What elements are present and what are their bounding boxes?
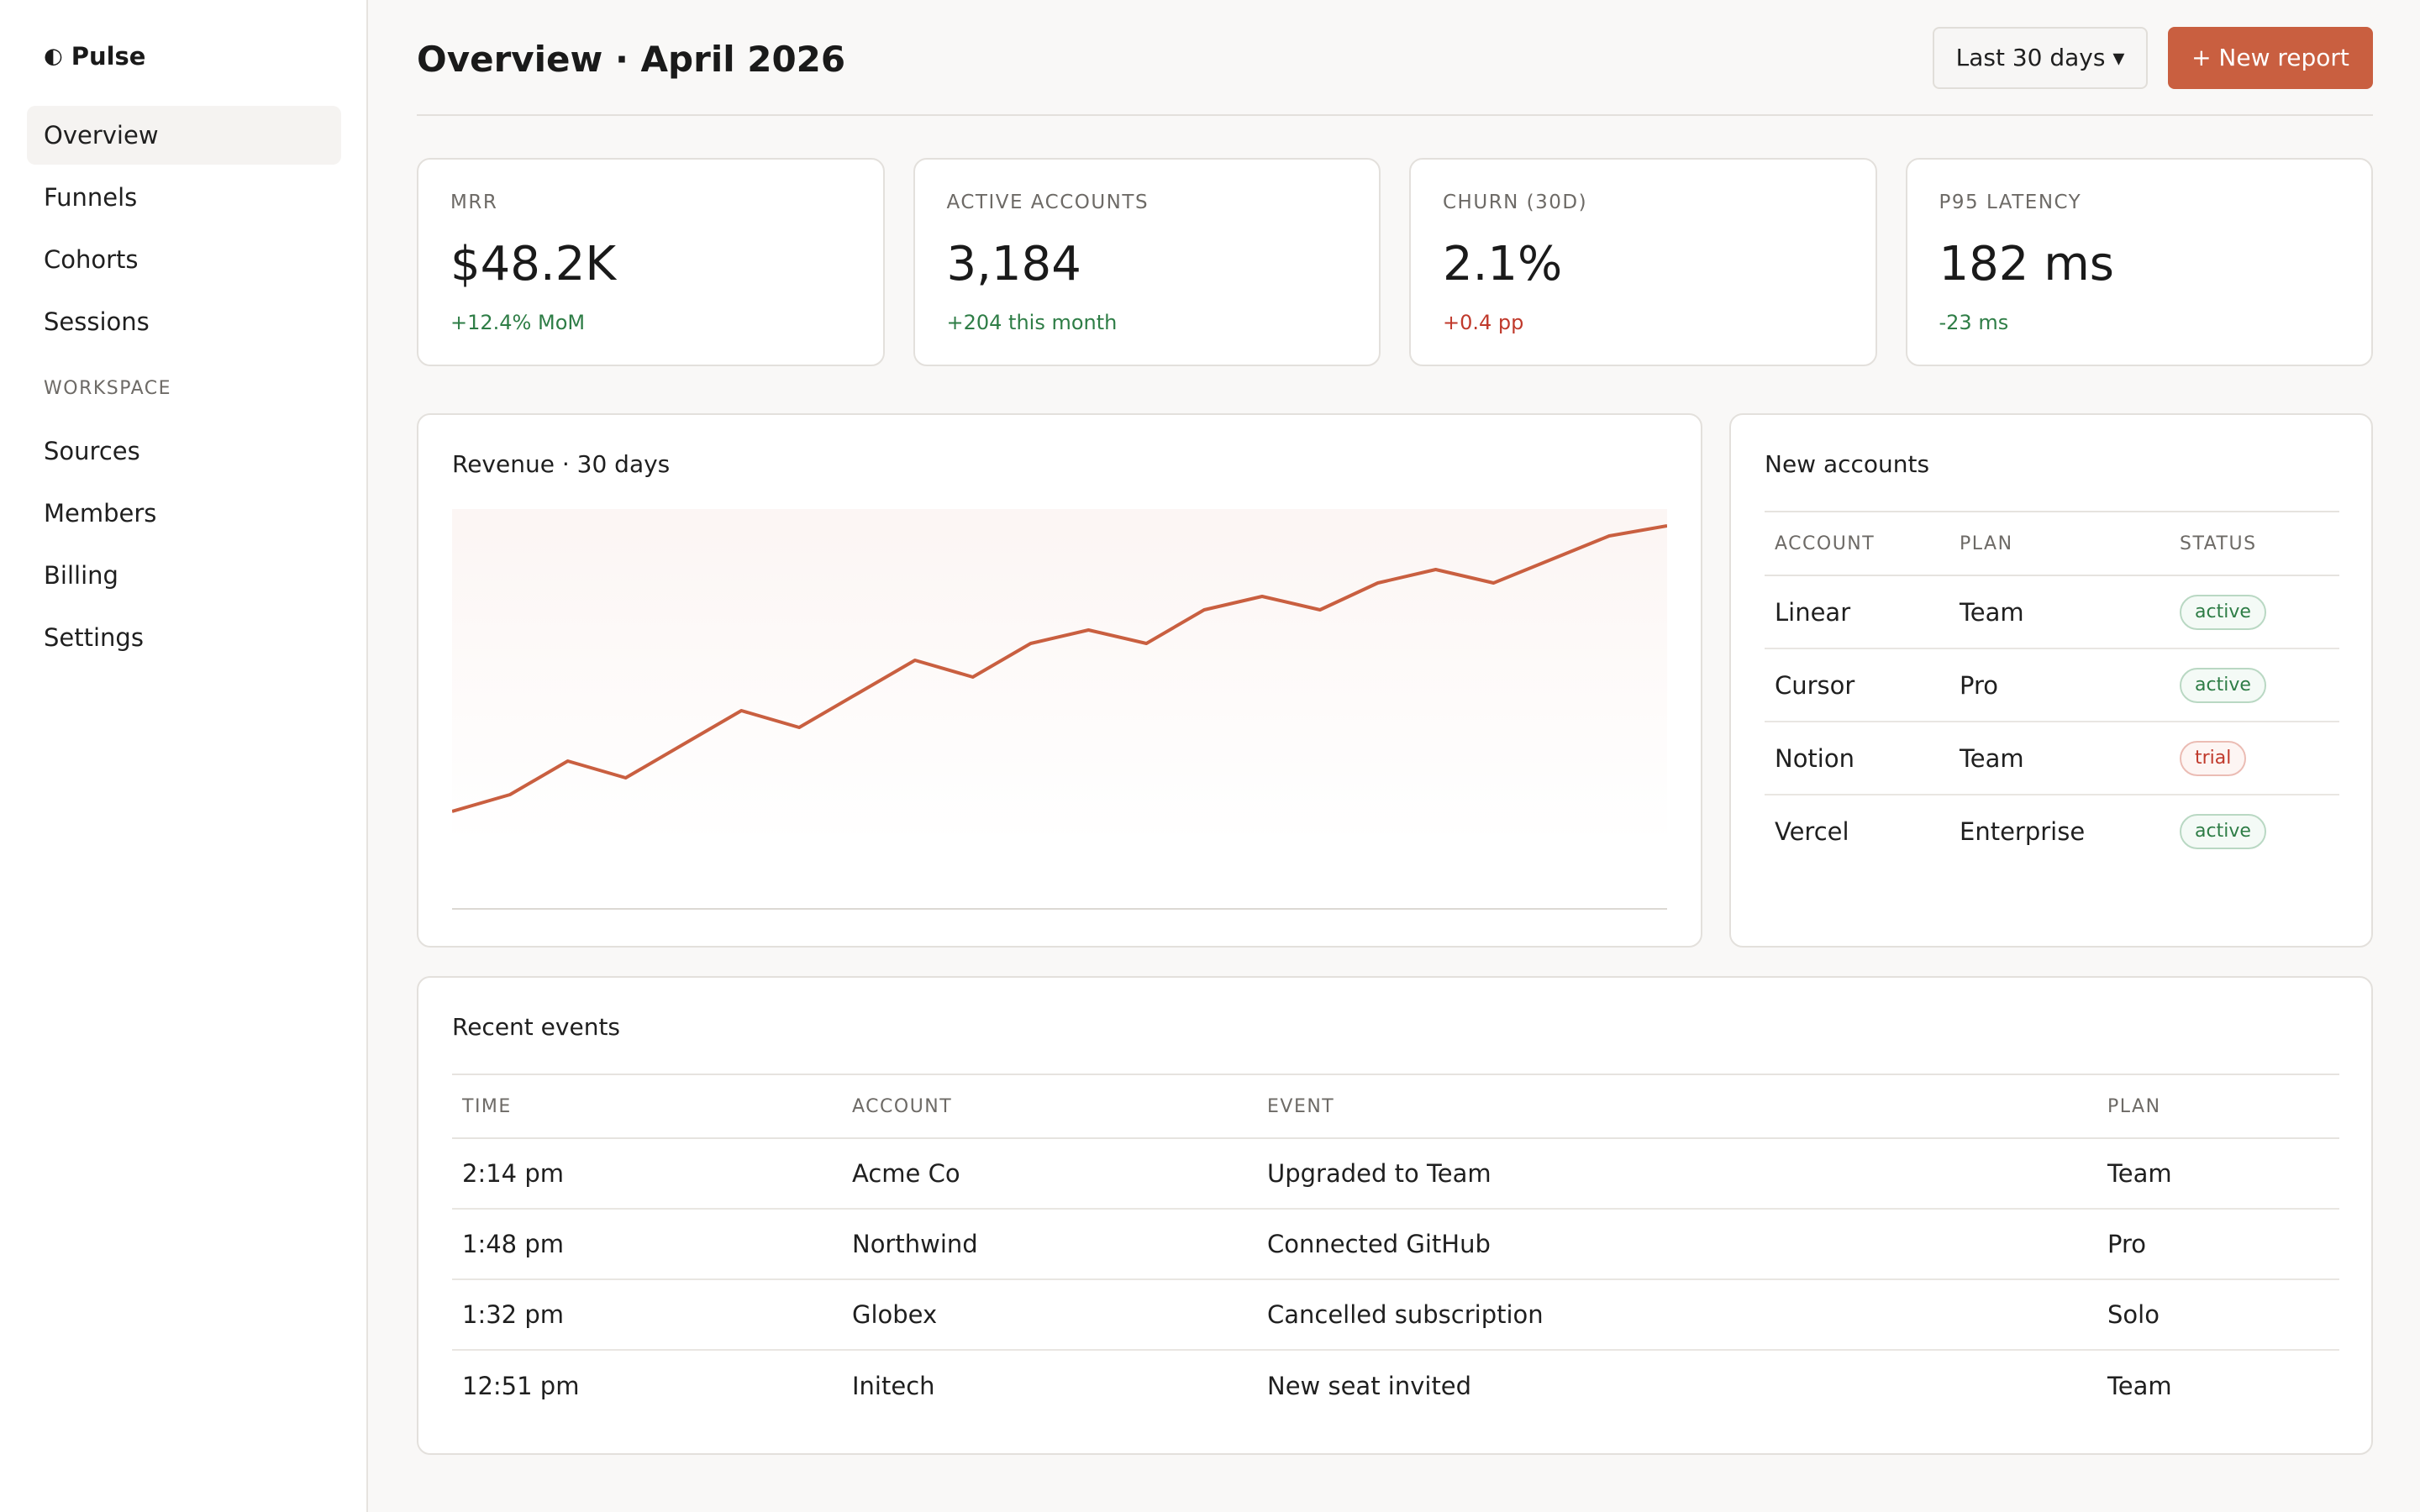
account-plan: Team bbox=[1949, 575, 2170, 649]
sidebar-item-cohorts[interactable]: Cohorts bbox=[44, 245, 139, 274]
kpi-delta: +12.4% MoM bbox=[450, 311, 586, 334]
kpi-delta: +0.4 pp bbox=[1443, 311, 1524, 334]
sidebar-section-workspace: WORKSPACE bbox=[44, 378, 172, 399]
table-row[interactable]: 12:51 pm Initech New seat invited Team bbox=[452, 1350, 2339, 1420]
date-range-dropdown[interactable]: Last 30 days ▾ bbox=[1933, 27, 2148, 89]
table-row[interactable]: Cursor Pro active bbox=[1765, 648, 2339, 722]
table-row[interactable]: Linear Team active bbox=[1765, 575, 2339, 649]
kpi-card-mrr: MRR $48.2K +12.4% MoM bbox=[417, 158, 885, 366]
new-accounts-card: New accounts ACCOUNT PLAN STATUS Linear … bbox=[1729, 413, 2373, 948]
new-report-button[interactable]: + New report bbox=[2168, 27, 2373, 89]
brand-name: Pulse bbox=[71, 42, 146, 71]
kpi-label: CHURN (30D) bbox=[1443, 192, 1588, 213]
account-plan: Enterprise bbox=[1960, 817, 2086, 846]
table-row[interactable]: 2:14 pm Acme Co Upgraded to Team Team bbox=[452, 1138, 2339, 1210]
table-row[interactable]: 1:32 pm Globex Cancelled subscription So… bbox=[452, 1279, 2339, 1351]
kpi-card-churn: CHURN (30D) 2.1% +0.4 pp bbox=[1409, 158, 1877, 366]
event-description: Connected GitHub bbox=[1257, 1209, 2097, 1280]
kpi-value: 2.1% bbox=[1443, 237, 1563, 291]
column-header-account: ACCOUNT bbox=[1765, 511, 1949, 576]
page-title: Overview · April 2026 bbox=[417, 39, 846, 80]
account-name: Linear bbox=[1765, 575, 1949, 649]
event-account: Initech bbox=[852, 1371, 935, 1400]
kpi-delta: -23 ms bbox=[1939, 311, 2009, 334]
event-account: Acme Co bbox=[842, 1138, 1257, 1210]
kpi-card-p95-latency: P95 LATENCY 182 ms -23 ms bbox=[1905, 158, 2373, 366]
event-account: Globex bbox=[842, 1279, 1257, 1351]
table-row[interactable]: 1:48 pm Northwind Connected GitHub Pro bbox=[452, 1209, 2339, 1280]
column-header-status: STATUS bbox=[2170, 511, 2339, 576]
status-badge: active bbox=[2180, 814, 2266, 849]
kpi-value: 182 ms bbox=[1939, 237, 2114, 291]
sidebar-nav: Overview Funnels Cohorts Sessions WORKSP… bbox=[27, 106, 341, 670]
sidebar-item-sources[interactable]: Sources bbox=[44, 437, 140, 465]
kpi-row: MRR $48.2K +12.4% MoM ACTIVE ACCOUNTS 3,… bbox=[417, 158, 2373, 366]
recent-events-table: TIME ACCOUNT EVENT PLAN 2:14 pm Acme Co … bbox=[452, 1074, 2339, 1420]
sidebar-item-settings[interactable]: Settings bbox=[44, 623, 144, 652]
account-plan: Team bbox=[1949, 722, 2170, 795]
brand-logo[interactable]: ◐ Pulse bbox=[44, 42, 145, 71]
kpi-delta: +204 this month bbox=[946, 311, 1118, 334]
table-header-row: ACCOUNT PLAN STATUS bbox=[1765, 511, 2339, 576]
table-row[interactable]: Vercel Enterprise active bbox=[1765, 795, 2339, 868]
sidebar-item-funnels[interactable]: Funnels bbox=[44, 183, 138, 212]
event-time: 2:14 pm bbox=[452, 1138, 842, 1210]
new-accounts-table: ACCOUNT PLAN STATUS Linear Team active C… bbox=[1765, 511, 2339, 868]
revenue-card-title: Revenue · 30 days bbox=[452, 450, 671, 478]
account-name: Notion bbox=[1765, 722, 1949, 795]
sidebar-item-billing[interactable]: Billing bbox=[44, 561, 118, 590]
column-header-plan: PLAN bbox=[1949, 511, 2170, 576]
account-name: Cursor bbox=[1765, 648, 1949, 722]
event-time: 1:48 pm bbox=[452, 1209, 842, 1280]
sidebar-item-members[interactable]: Members bbox=[44, 499, 157, 528]
kpi-card-active-accounts: ACTIVE ACCOUNTS 3,184 +204 this month bbox=[913, 158, 1381, 366]
account-plan: Pro bbox=[1949, 648, 2170, 722]
status-badge: active bbox=[2180, 594, 2266, 630]
recent-events-card: Recent events TIME ACCOUNT EVENT PLAN 2:… bbox=[417, 976, 2373, 1455]
kpi-label: ACTIVE ACCOUNTS bbox=[946, 192, 1150, 213]
event-description: Cancelled subscription bbox=[1257, 1279, 2097, 1351]
table-row[interactable]: Notion Team trial bbox=[1765, 722, 2339, 795]
sidebar: ◐ Pulse Overview Funnels Cohorts Session… bbox=[0, 0, 368, 1512]
sidebar-item-overview[interactable]: Overview bbox=[27, 106, 341, 165]
recent-events-title: Recent events bbox=[452, 1013, 621, 1041]
page-header: Overview · April 2026 Last 30 days ▾ + N… bbox=[417, 25, 2373, 116]
half-circle-icon: ◐ bbox=[44, 44, 63, 69]
chart-plot-background bbox=[452, 509, 1667, 845]
column-header-time: TIME bbox=[452, 1074, 842, 1139]
kpi-value: 3,184 bbox=[946, 237, 1081, 291]
status-badge: trial bbox=[2180, 740, 2247, 776]
kpi-value: $48.2K bbox=[450, 237, 617, 291]
event-time: 1:32 pm bbox=[452, 1279, 842, 1351]
event-description: Upgraded to Team bbox=[1257, 1138, 2097, 1210]
column-header-plan: PLAN bbox=[2097, 1074, 2339, 1139]
event-plan: Team bbox=[2097, 1138, 2339, 1210]
new-accounts-title: New accounts bbox=[1765, 450, 1930, 478]
revenue-card: Revenue · 30 days bbox=[417, 413, 1702, 948]
column-header-event: EVENT bbox=[1257, 1074, 2097, 1139]
event-description: New seat invited bbox=[1267, 1371, 1472, 1400]
column-header-account: ACCOUNT bbox=[842, 1074, 1257, 1139]
event-account: Northwind bbox=[842, 1209, 1257, 1280]
revenue-line-chart bbox=[452, 509, 1667, 910]
event-time: 12:51 pm bbox=[462, 1371, 580, 1400]
kpi-label: P95 LATENCY bbox=[1939, 192, 2082, 213]
event-plan: Team bbox=[2107, 1371, 2172, 1400]
table-header-row: TIME ACCOUNT EVENT PLAN bbox=[452, 1074, 2339, 1139]
sidebar-item-sessions[interactable]: Sessions bbox=[44, 307, 150, 336]
account-name: Vercel bbox=[1775, 817, 1849, 846]
kpi-label: MRR bbox=[450, 192, 498, 213]
revenue-series-line bbox=[452, 524, 1667, 813]
event-plan: Solo bbox=[2097, 1279, 2339, 1351]
event-plan: Pro bbox=[2097, 1209, 2339, 1280]
status-badge: active bbox=[2180, 667, 2266, 703]
